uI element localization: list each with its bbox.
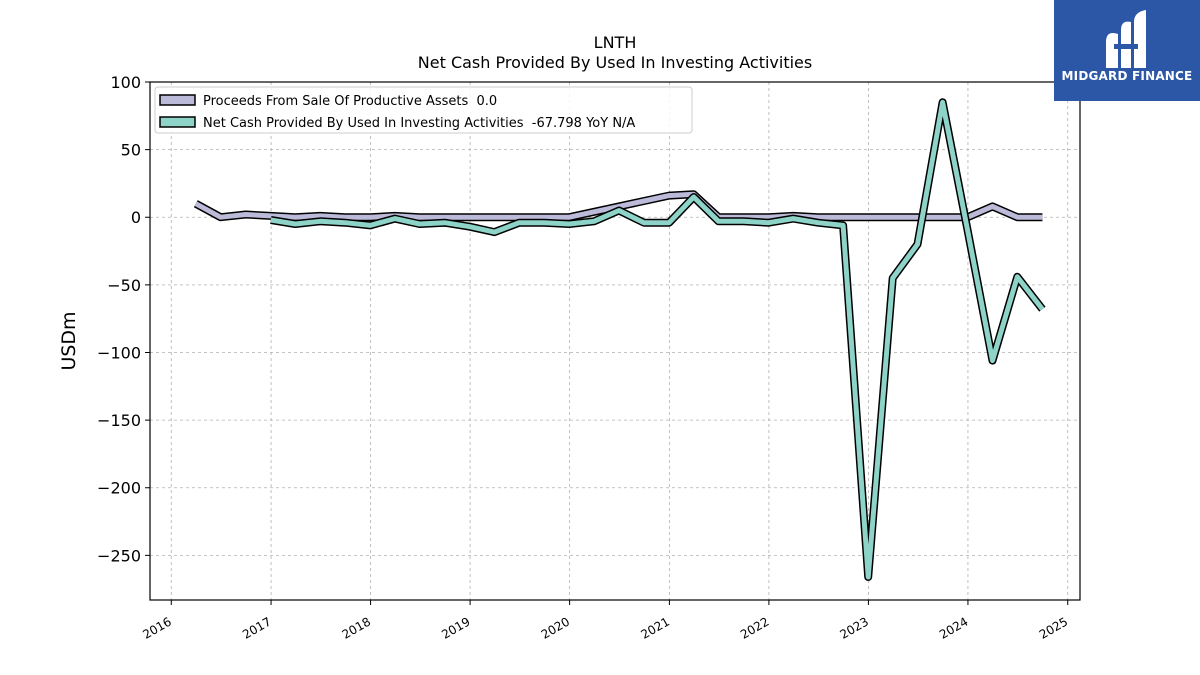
x-tick-label: 2019 xyxy=(439,614,472,641)
legend-swatch xyxy=(159,94,196,106)
logo-text: MIDGARD FINANCE xyxy=(1061,69,1193,83)
y-tick-label: 100 xyxy=(110,73,141,92)
y-tick-label: −150 xyxy=(97,411,141,430)
legend-swatch xyxy=(159,116,196,128)
grid xyxy=(150,81,1080,600)
y-tick-label: 0 xyxy=(131,208,141,227)
legend-label: Proceeds From Sale Of Productive Assets … xyxy=(203,94,497,109)
midgard-finance-logo: MIDGARD FINANCE xyxy=(1054,0,1200,101)
x-tick-label: 2018 xyxy=(340,614,373,641)
chart-title: LNTH xyxy=(594,33,637,52)
x-tick-label: 2024 xyxy=(937,614,970,641)
axis-ticks: 2016 2017 2018 2019 2020 2021 2022 2023 2024 2025… xyxy=(97,73,1070,642)
x-tick-label: 2020 xyxy=(539,614,572,641)
x-tick-label: 2021 xyxy=(639,614,672,641)
series-line xyxy=(270,99,1045,580)
x-tick-label: 2016 xyxy=(140,614,173,641)
chart-subtitle: Net Cash Provided By Used In Investing A… xyxy=(418,53,812,72)
x-tick-label: 2017 xyxy=(240,614,273,641)
series-line xyxy=(194,191,1043,220)
plot-frame xyxy=(149,81,1081,601)
legend: Proceeds From Sale Of Productive Assets … xyxy=(154,86,693,134)
legend-label: Net Cash Provided By Used In Investing A… xyxy=(203,116,635,131)
series-layer xyxy=(193,98,1046,581)
y-tick-label: −100 xyxy=(97,343,141,362)
y-tick-label: −250 xyxy=(97,546,141,565)
y-tick-label: −50 xyxy=(107,276,141,295)
series-outline xyxy=(270,98,1046,581)
y-axis-label: USDm xyxy=(58,311,80,370)
x-tick-label: 2023 xyxy=(838,614,871,641)
x-tick-label: 2025 xyxy=(1037,614,1070,641)
legend-box xyxy=(154,86,693,134)
x-tick-label: 2022 xyxy=(738,614,771,641)
y-tick-label: 50 xyxy=(121,141,141,160)
y-tick-label: −200 xyxy=(97,479,141,498)
logo-mark-icon xyxy=(1106,10,1146,68)
